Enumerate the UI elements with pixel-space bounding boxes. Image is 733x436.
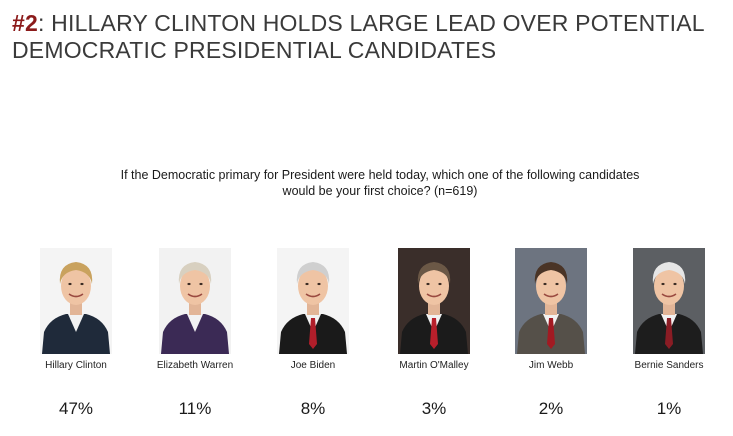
candidate-photo-hillary-clinton xyxy=(40,248,112,354)
candidate-percentage: 47% xyxy=(58,399,94,418)
portrait-graphic xyxy=(633,248,705,354)
candidate-name: Jim Webb xyxy=(528,360,574,371)
candidate-percentage: 8% xyxy=(300,399,326,418)
page-title: #2: HILLARY CLINTON HOLDS LARGE LEAD OVE… xyxy=(12,10,722,64)
candidate-photo-bernie-sanders xyxy=(633,248,705,354)
title-text: : HILLARY CLINTON HOLDS LARGE LEAD OVER … xyxy=(12,10,704,63)
portrait-graphic xyxy=(40,248,112,354)
candidate-percentage: 2% xyxy=(538,399,564,418)
candidate-name: Martin O'Malley xyxy=(399,360,469,371)
candidate-name: Bernie Sanders xyxy=(634,360,704,371)
candidate-name: Joe Biden xyxy=(290,360,336,371)
candidate-photo-joe-biden xyxy=(277,248,349,354)
candidate-percentage: 11% xyxy=(178,399,212,418)
portrait-graphic xyxy=(515,248,587,354)
title-number: #2 xyxy=(12,10,38,36)
candidate-percentage: 3% xyxy=(421,399,447,418)
candidate-photo-martin-o-malley xyxy=(398,248,470,354)
candidate-name: Elizabeth Warren xyxy=(156,360,234,371)
candidate-name: Hillary Clinton xyxy=(45,360,107,371)
candidate-photo-elizabeth-warren xyxy=(159,248,231,354)
candidate-percentage: 1% xyxy=(656,399,682,418)
portrait-graphic xyxy=(159,248,231,354)
portrait-graphic xyxy=(398,248,470,354)
candidate-photo-jim-webb xyxy=(515,248,587,354)
survey-question: If the Democratic primary for President … xyxy=(120,168,640,198)
portrait-graphic xyxy=(277,248,349,354)
